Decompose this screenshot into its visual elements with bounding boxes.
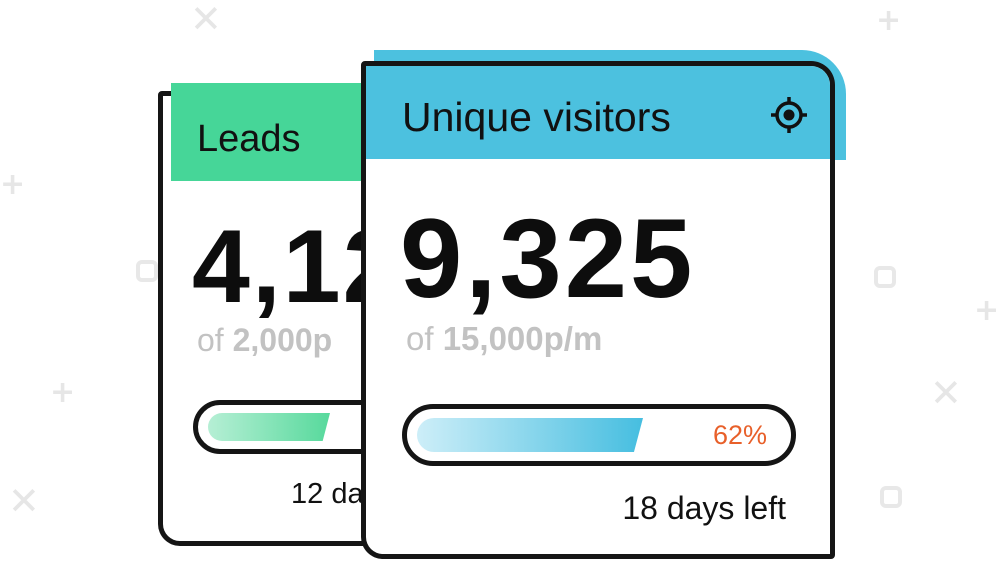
decor-square-icon bbox=[136, 260, 158, 282]
decor-x-icon: ✕ bbox=[190, 0, 222, 41]
leads-days-left: 12 da bbox=[291, 478, 364, 510]
visitors-card-value: 9,325 bbox=[400, 196, 696, 321]
visitors-card-target: of 15,000p/m bbox=[406, 320, 602, 358]
decor-x-icon: ✕ bbox=[930, 371, 962, 415]
target-icon[interactable] bbox=[771, 97, 807, 133]
visitors-card-header bbox=[366, 66, 830, 159]
visitors-days-left: 18 days left bbox=[622, 490, 786, 526]
visitors-card-title: Unique visitors bbox=[402, 94, 671, 140]
visitors-progress-fill bbox=[417, 418, 643, 452]
decor-plus-icon: + bbox=[876, 3, 902, 38]
visitors-progress-bar: 62% bbox=[402, 404, 796, 466]
leads-card-of-label: of bbox=[197, 322, 224, 358]
visitors-card: Unique visitors 9,325 of 15,000p/m 62% 1… bbox=[361, 61, 835, 559]
leads-progress-fill bbox=[208, 413, 330, 441]
leads-card-target: of 2,000p bbox=[197, 322, 332, 359]
leads-card-title: Leads bbox=[197, 118, 301, 160]
leads-card-header bbox=[171, 83, 371, 181]
decor-square-icon bbox=[874, 266, 896, 288]
visitors-card-target-value: 15,000p/m bbox=[442, 320, 603, 357]
decor-x-icon: ✕ bbox=[8, 479, 40, 523]
decor-plus-icon: + bbox=[50, 375, 76, 410]
leads-card-target-value: 2,000p bbox=[232, 322, 333, 358]
decor-plus-icon: + bbox=[0, 167, 26, 202]
visitors-progress-percent: 62% bbox=[712, 420, 767, 450]
decor-square-icon bbox=[880, 486, 902, 508]
decor-plus-icon: + bbox=[974, 293, 997, 328]
visitors-card-of-label: of bbox=[406, 320, 434, 357]
